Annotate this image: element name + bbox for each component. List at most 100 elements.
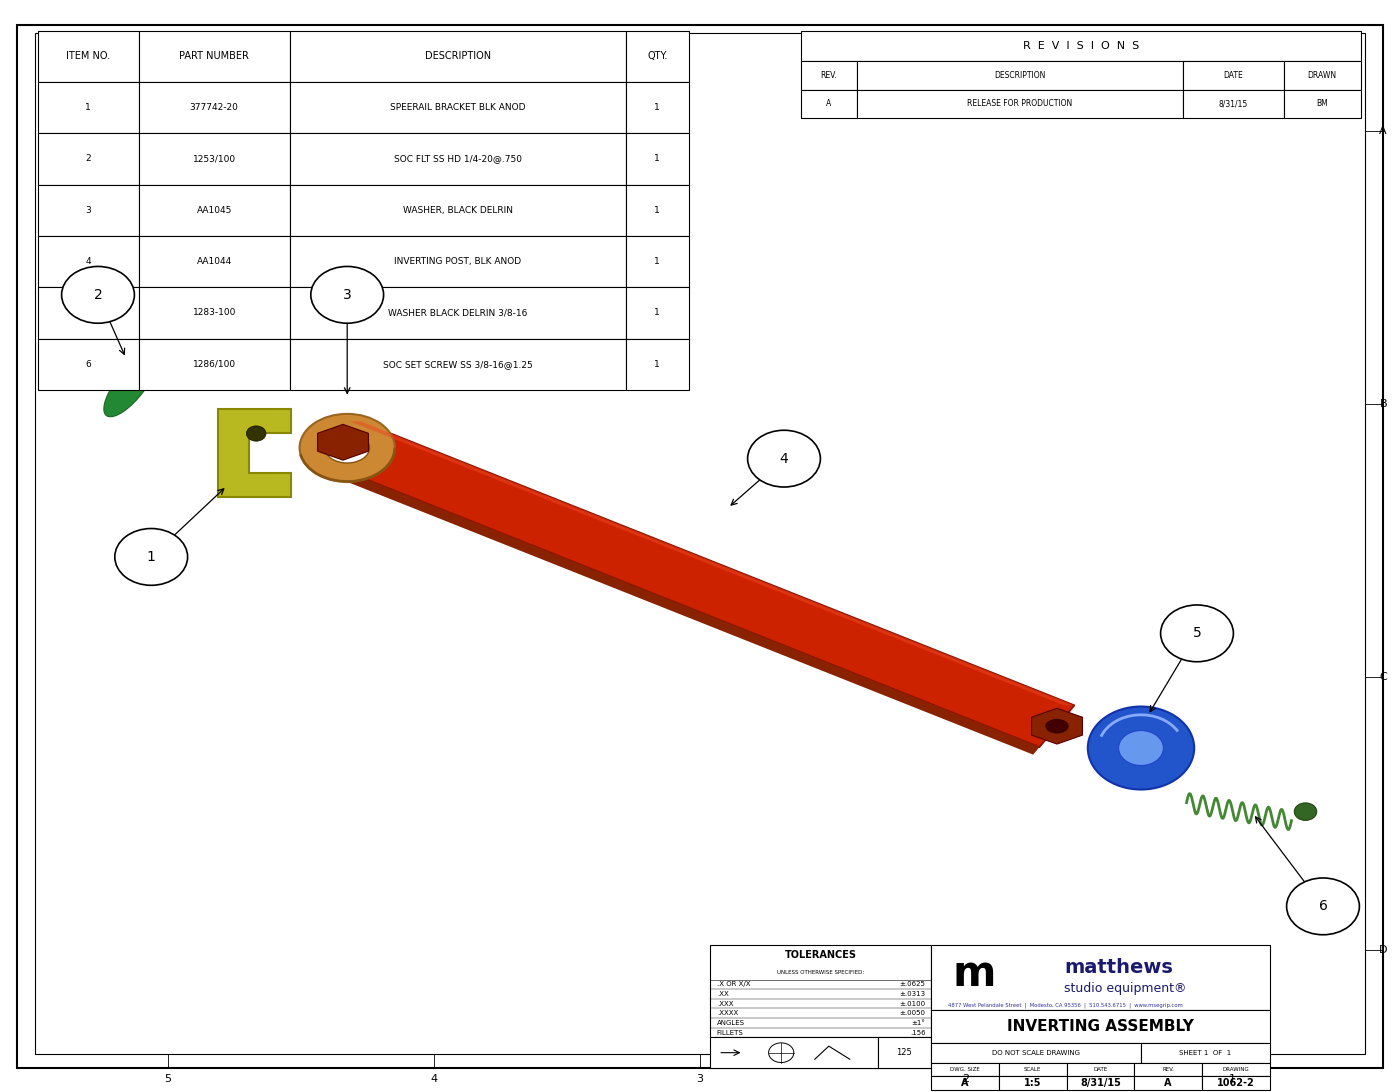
Text: 6: 6 (1319, 900, 1327, 913)
Bar (38, 82, 139, 133)
Bar (710, 1037, 878, 1068)
Circle shape (62, 266, 134, 323)
Text: AA1045: AA1045 (196, 205, 232, 215)
Polygon shape (319, 463, 1040, 755)
Text: C: C (1379, 672, 1387, 682)
Text: 4: 4 (85, 257, 91, 266)
Text: 2: 2 (94, 288, 102, 301)
Ellipse shape (325, 432, 370, 463)
Text: 3: 3 (85, 205, 91, 215)
Text: REV.: REV. (1162, 1067, 1175, 1072)
Bar (290, 133, 626, 185)
Text: ITEM NO.: ITEM NO. (66, 51, 111, 61)
Text: ANGLES: ANGLES (717, 1020, 745, 1025)
Text: 1253/100: 1253/100 (193, 154, 235, 164)
Bar (1183, 90, 1284, 118)
Text: ±1°: ±1° (911, 1020, 925, 1025)
Text: 4877 West Pelandale Street  |  Modesto, CA 95356  |  510.543.6715  |  www.msegri: 4877 West Pelandale Street | Modesto, CA… (948, 1002, 1183, 1008)
Bar (38, 31, 139, 82)
Text: .XX: .XX (717, 992, 728, 997)
Bar (801, 90, 857, 118)
Bar (139, 287, 290, 339)
Text: 5: 5 (85, 308, 91, 318)
Ellipse shape (300, 414, 395, 482)
Text: RELEASE FOR PRODUCTION: RELEASE FOR PRODUCTION (967, 99, 1072, 108)
Bar (1141, 1043, 1270, 1063)
Bar (626, 236, 689, 287)
Text: ±.0050: ±.0050 (899, 1010, 925, 1017)
Text: FILLETS: FILLETS (717, 1030, 743, 1035)
Bar (626, 185, 689, 236)
Text: A: A (962, 1078, 969, 1088)
Circle shape (115, 529, 188, 585)
Text: DO NOT SCALE DRAWING: DO NOT SCALE DRAWING (993, 1049, 1079, 1056)
Text: 1:5: 1:5 (1023, 1078, 1042, 1088)
Text: 1: 1 (654, 257, 661, 266)
Text: 125: 125 (896, 1048, 913, 1057)
Text: 1286/100: 1286/100 (193, 359, 235, 369)
Bar (290, 236, 626, 287)
Text: 6: 6 (85, 359, 91, 369)
Polygon shape (218, 410, 291, 498)
Text: A: A (1379, 126, 1387, 136)
Text: SOC SET SCREW SS 3/8-16@1.25: SOC SET SCREW SS 3/8-16@1.25 (384, 359, 532, 369)
Bar (1284, 90, 1361, 118)
Text: studio equipment®: studio equipment® (1064, 982, 1187, 995)
Text: R  E  V  I  S  I  O  N  S: R E V I S I O N S (1022, 40, 1140, 51)
Text: SOC FLT SS HD 1/4-20@.750: SOC FLT SS HD 1/4-20@.750 (393, 154, 522, 164)
Ellipse shape (1088, 707, 1194, 790)
Ellipse shape (1119, 731, 1163, 765)
Text: DATE: DATE (1093, 1067, 1107, 1072)
Bar (1284, 61, 1361, 90)
Circle shape (246, 426, 266, 441)
Bar (139, 236, 290, 287)
Ellipse shape (1294, 803, 1316, 820)
Text: 4: 4 (430, 1073, 438, 1084)
Text: 2: 2 (962, 1073, 970, 1084)
Text: WASHER, BLACK DELRIN: WASHER, BLACK DELRIN (403, 205, 512, 215)
Bar (139, 185, 290, 236)
Text: 8/31/15: 8/31/15 (1079, 1078, 1121, 1088)
Text: 2: 2 (85, 154, 91, 164)
Bar (626, 82, 689, 133)
Text: SPEERAIL BRACKET BLK ANOD: SPEERAIL BRACKET BLK ANOD (391, 103, 525, 112)
Bar (38, 185, 139, 236)
Text: matthews: matthews (1064, 958, 1173, 976)
Text: 1283-100: 1283-100 (193, 308, 235, 318)
Text: DRAWING: DRAWING (1222, 1067, 1249, 1072)
Bar (1067, 1063, 1134, 1077)
Polygon shape (326, 422, 1074, 747)
Text: 1: 1 (654, 103, 661, 112)
Bar (290, 82, 626, 133)
Text: QTY.: QTY. (647, 51, 668, 61)
Text: ±.0313: ±.0313 (899, 992, 925, 997)
Bar (626, 339, 689, 390)
Text: DWG. SIZE: DWG. SIZE (951, 1067, 980, 1072)
Text: 1: 1 (147, 550, 155, 563)
Bar (38, 236, 139, 287)
Text: UNLESS OTHERWISE SPECIFIED:: UNLESS OTHERWISE SPECIFIED: (777, 971, 864, 975)
Text: 5: 5 (1193, 627, 1201, 640)
Bar (290, 339, 626, 390)
Text: INVERTING ASSEMBLY: INVERTING ASSEMBLY (1007, 1019, 1194, 1034)
Bar (998, 1063, 1067, 1077)
Text: .XXXX: .XXXX (717, 1010, 738, 1017)
Text: AA1044: AA1044 (196, 257, 232, 266)
Text: D: D (1379, 945, 1387, 956)
Bar (626, 133, 689, 185)
Text: 4: 4 (780, 452, 788, 465)
Bar (931, 1010, 1270, 1043)
Text: A: A (1165, 1078, 1172, 1088)
Polygon shape (318, 425, 368, 460)
Bar (139, 339, 290, 390)
Bar (857, 90, 1183, 118)
Bar (878, 1037, 931, 1068)
Bar (1183, 61, 1284, 90)
Bar (931, 1063, 998, 1077)
Bar (139, 133, 290, 185)
Text: m: m (952, 953, 995, 995)
Text: 1: 1 (654, 308, 661, 318)
Text: DESCRIPTION: DESCRIPTION (424, 51, 491, 61)
Text: 1: 1 (654, 154, 661, 164)
Text: A: A (826, 99, 832, 108)
